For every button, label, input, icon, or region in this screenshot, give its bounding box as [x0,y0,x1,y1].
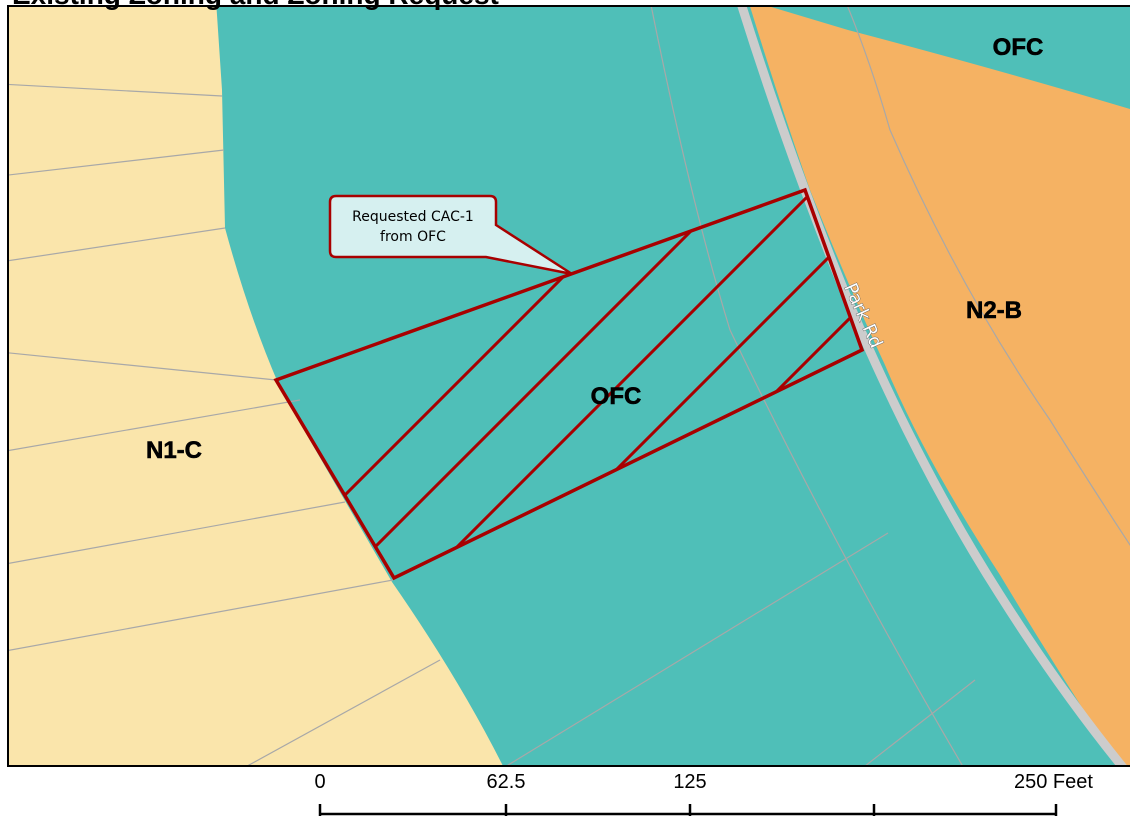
map-title: Existing Zoning and Zoning Request [12,0,499,10]
ofc-top-zone [768,6,1130,110]
n2b-zone [749,6,1130,766]
n1c-zone [8,6,503,766]
scale-bar: 0 62.5 125 250 Feet [314,771,1093,816]
request-parcel-outline [273,187,865,581]
callout-line-1: Requested CAC-1 [352,209,474,225]
zone-label-n1c: N1-C [146,437,202,464]
scale-tick-125: 125 [673,771,706,793]
zone-label-ofc-center: OFC [591,383,642,410]
scale-tick-62-5: 62.5 [487,771,526,793]
park-rd-road [737,6,1128,766]
map-frame [7,5,1130,767]
scale-tick-250-feet: 250 Feet [1014,771,1093,793]
zone-label-ofc-top: OFC [993,34,1044,61]
parcel-lines [8,6,1130,766]
zone-label-n2b: N2-B [966,297,1022,324]
scale-tick-0: 0 [314,771,325,793]
callout-line-2: from OFC [380,229,446,245]
request-callout: Requested CAC-1 from OFC [328,194,573,276]
